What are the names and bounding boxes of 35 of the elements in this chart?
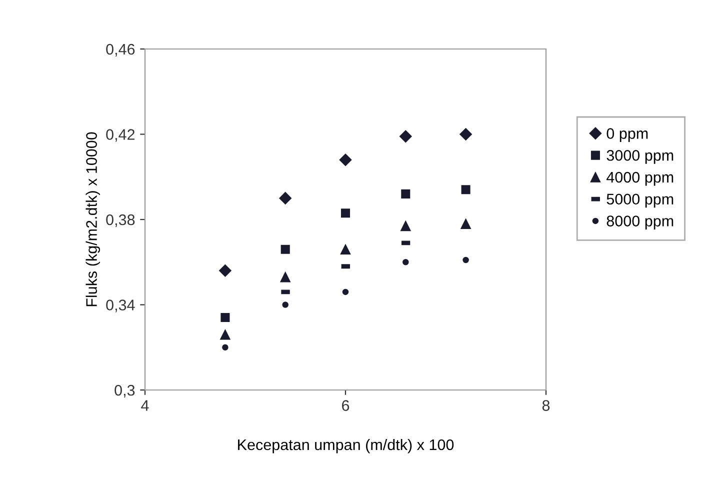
point	[401, 189, 410, 198]
y-tick-label: 0,46	[106, 44, 135, 56]
point	[282, 302, 288, 308]
y-tick-label: 0,42	[106, 129, 135, 142]
x-tick-label: 8	[542, 400, 550, 411]
x-axis-title: Kecepatan umpan (m/dtk) x 100	[238, 438, 454, 454]
legend-label: 8000 ppm	[606, 216, 674, 230]
point	[340, 244, 351, 255]
point	[218, 264, 232, 277]
legend-label: 4000 ppm	[606, 172, 674, 186]
point	[460, 218, 472, 229]
point	[400, 220, 411, 232]
x-tick-label: 4	[141, 400, 149, 411]
y-axis-title: Fluks (kg/m2.dtk) x 10000	[86, 132, 100, 306]
y-tick-label: 0,38	[106, 214, 135, 227]
point	[279, 192, 292, 204]
point	[220, 313, 230, 322]
y-tick-label: 0,3	[114, 384, 135, 398]
point	[460, 128, 472, 140]
point	[222, 344, 228, 351]
point	[462, 256, 469, 264]
legend-label: 3000 ppm	[606, 150, 674, 164]
point	[220, 329, 230, 340]
point	[399, 130, 412, 143]
point	[340, 208, 350, 218]
point	[461, 185, 470, 194]
point	[339, 154, 352, 166]
y-tick-label: 0,34	[106, 300, 135, 312]
point	[342, 288, 349, 296]
point	[402, 258, 409, 266]
legend-label: 0 ppm	[606, 128, 648, 142]
point	[280, 272, 291, 282]
point	[280, 244, 290, 254]
legend-label: 5000 ppm	[606, 194, 674, 208]
x-tick-label: 6	[342, 400, 350, 411]
